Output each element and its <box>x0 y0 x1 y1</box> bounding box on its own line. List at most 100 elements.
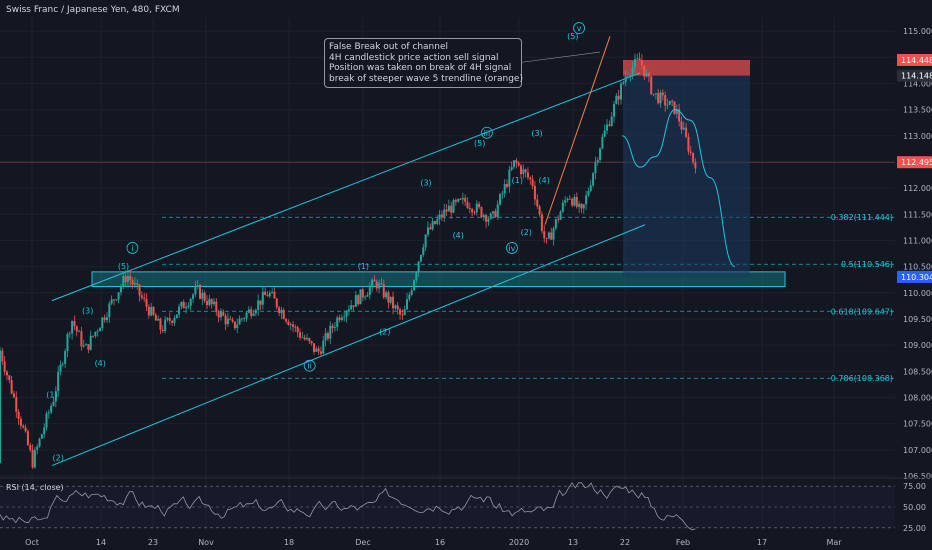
candle-body <box>143 297 146 299</box>
wave-label: (1) <box>46 390 57 399</box>
candle <box>531 174 534 190</box>
time-axis[interactable]: Oct 14 23 Nov 18 Dec 16 2020 13 22 Feb 17 Mar <box>25 538 842 547</box>
candle <box>43 423 46 439</box>
candle-body <box>338 317 341 321</box>
candle <box>540 211 543 234</box>
candle <box>578 200 581 214</box>
candle-body <box>226 318 229 325</box>
price-tick-label: 110.500 <box>903 263 932 272</box>
candle <box>378 279 381 294</box>
candle <box>324 328 327 347</box>
candle <box>352 305 355 312</box>
candle-body <box>550 232 553 240</box>
candle <box>566 197 569 203</box>
candle-body <box>24 427 27 432</box>
candle-body <box>340 317 343 321</box>
channel-lower <box>51 224 646 466</box>
candle <box>645 69 648 78</box>
candle-body <box>243 318 246 320</box>
candle <box>233 321 236 331</box>
time-tick-label: Oct <box>25 538 39 547</box>
candle <box>513 160 516 170</box>
candle-body <box>319 351 322 354</box>
rsi-level-label: 50.00 <box>903 503 926 512</box>
candle-body <box>238 318 241 325</box>
wave-label: iii <box>484 129 491 138</box>
candle <box>380 277 383 286</box>
wave-label: (4) <box>538 176 549 185</box>
candle <box>236 318 239 334</box>
candle <box>254 308 257 317</box>
candle-body <box>182 301 185 309</box>
candle-body <box>333 327 336 329</box>
candle <box>240 317 243 322</box>
candle-body <box>187 305 190 307</box>
candle <box>364 295 367 301</box>
candle-body <box>66 334 69 352</box>
candle <box>461 192 464 205</box>
candle <box>257 294 260 316</box>
candle <box>506 179 509 189</box>
candle-body <box>210 299 213 305</box>
candle <box>119 283 122 296</box>
candle <box>661 89 664 101</box>
candle-body <box>219 311 222 318</box>
candle-body <box>373 279 376 282</box>
price-tick-label: 113.000 <box>903 132 932 141</box>
candle-body <box>252 313 255 316</box>
candle-body <box>508 169 511 187</box>
candle-body <box>336 317 339 328</box>
wave-circle <box>126 242 139 254</box>
chart-title: Swiss Franc / Japanese Yen, 480, FXCM <box>6 5 180 15</box>
candle-body <box>326 333 329 339</box>
candle-body <box>440 214 443 218</box>
candle-body <box>603 130 606 137</box>
candle <box>38 437 41 448</box>
candle <box>317 345 320 355</box>
candle-body <box>371 279 374 287</box>
candle-body <box>145 298 148 307</box>
candle <box>354 290 357 307</box>
price-tick-label: 108.000 <box>903 393 932 402</box>
candle-body <box>506 184 509 187</box>
candle <box>626 71 629 79</box>
candle <box>485 213 488 228</box>
candle <box>682 121 685 131</box>
candle <box>122 272 125 290</box>
candle-body <box>233 321 236 329</box>
annotation-box[interactable]: False Break out of channel 4H candlestic… <box>324 38 523 88</box>
candle-body <box>101 317 104 329</box>
candle-body <box>110 299 113 304</box>
candle <box>182 299 185 309</box>
candle <box>99 327 102 332</box>
candle <box>617 89 620 106</box>
time-tick-label: Mar <box>826 538 842 547</box>
candle <box>473 210 476 216</box>
price-marker <box>897 69 932 82</box>
candle <box>592 171 595 188</box>
rsi-pane[interactable]: 75.00 50.00 25.00 <box>0 477 932 533</box>
wave-label: (5) <box>118 262 129 271</box>
candle <box>403 305 406 316</box>
candle-body <box>396 305 399 310</box>
candle <box>143 292 146 303</box>
candle <box>301 331 304 339</box>
candle-body <box>312 343 315 352</box>
candle-body <box>415 272 418 281</box>
candle-body <box>536 199 539 207</box>
annotation-line: Position was taken on break of 4H signal <box>329 63 512 73</box>
candle <box>10 375 13 395</box>
candle-body <box>561 202 564 212</box>
projection-path <box>621 109 736 268</box>
candle-body <box>680 121 683 130</box>
price-axis[interactable]: 115.000114.500114.000113.500113.000112.5… <box>897 27 932 481</box>
candle-body <box>124 276 127 283</box>
candle-body <box>29 444 32 450</box>
candle-body <box>103 317 106 321</box>
candle <box>268 290 271 299</box>
candle <box>438 210 441 225</box>
candle-body <box>394 305 397 309</box>
candle-body <box>599 148 602 160</box>
candle <box>196 280 199 290</box>
